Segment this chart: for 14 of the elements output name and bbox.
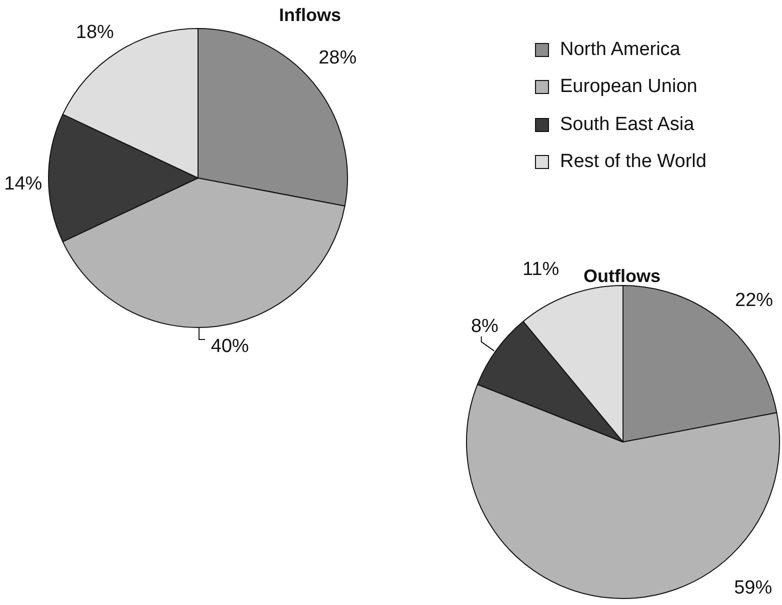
legend-label: North America — [560, 38, 680, 61]
data-label: 14% — [4, 173, 42, 194]
chart-title: Outflows — [584, 266, 660, 286]
legend-label: European Union — [560, 76, 698, 98]
data-label: 18% — [76, 22, 114, 44]
legend-label: South East Asia — [560, 114, 694, 136]
data-label: 59% — [734, 577, 772, 598]
chart-title: Inflows — [279, 5, 341, 25]
legend-label: Rest of the World — [560, 151, 706, 174]
data-label: 11% — [522, 258, 560, 280]
data-label: 28% — [318, 48, 357, 69]
data-label: 8% — [470, 316, 499, 338]
data-label: 40% — [210, 336, 250, 358]
data-label: 22% — [735, 290, 774, 312]
